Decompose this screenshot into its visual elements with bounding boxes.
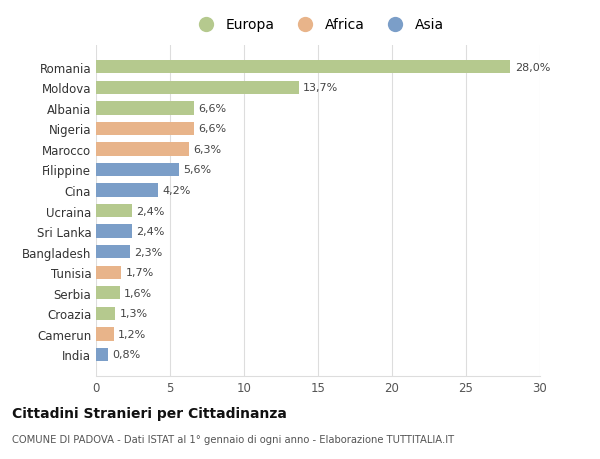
Text: 2,4%: 2,4% — [136, 206, 164, 216]
Bar — [96, 184, 158, 197]
Bar — [96, 81, 299, 95]
Text: 2,4%: 2,4% — [136, 227, 164, 237]
Bar — [96, 102, 194, 115]
Text: 1,3%: 1,3% — [119, 309, 148, 319]
Text: Cittadini Stranieri per Cittadinanza: Cittadini Stranieri per Cittadinanza — [12, 406, 287, 420]
Bar — [96, 348, 108, 361]
Text: 1,6%: 1,6% — [124, 288, 152, 298]
Bar — [96, 246, 130, 259]
Bar — [96, 61, 511, 74]
Bar — [96, 307, 115, 320]
Text: 6,3%: 6,3% — [194, 145, 222, 155]
Text: 0,8%: 0,8% — [112, 350, 140, 360]
Text: 28,0%: 28,0% — [515, 62, 550, 73]
Text: 6,6%: 6,6% — [198, 124, 226, 134]
Bar — [96, 204, 131, 218]
Bar — [96, 123, 194, 136]
Bar — [96, 266, 121, 280]
Legend: Europa, Africa, Asia: Europa, Africa, Asia — [193, 18, 443, 33]
Text: 5,6%: 5,6% — [184, 165, 211, 175]
Text: 2,3%: 2,3% — [134, 247, 163, 257]
Bar — [96, 143, 189, 156]
Text: COMUNE DI PADOVA - Dati ISTAT al 1° gennaio di ogni anno - Elaborazione TUTTITAL: COMUNE DI PADOVA - Dati ISTAT al 1° genn… — [12, 434, 454, 444]
Bar — [96, 163, 179, 177]
Bar — [96, 225, 131, 238]
Text: 1,2%: 1,2% — [118, 329, 146, 339]
Text: 13,7%: 13,7% — [303, 83, 338, 93]
Text: 1,7%: 1,7% — [125, 268, 154, 278]
Bar — [96, 328, 114, 341]
Bar — [96, 286, 119, 300]
Text: 6,6%: 6,6% — [198, 104, 226, 113]
Text: 4,2%: 4,2% — [163, 185, 191, 196]
